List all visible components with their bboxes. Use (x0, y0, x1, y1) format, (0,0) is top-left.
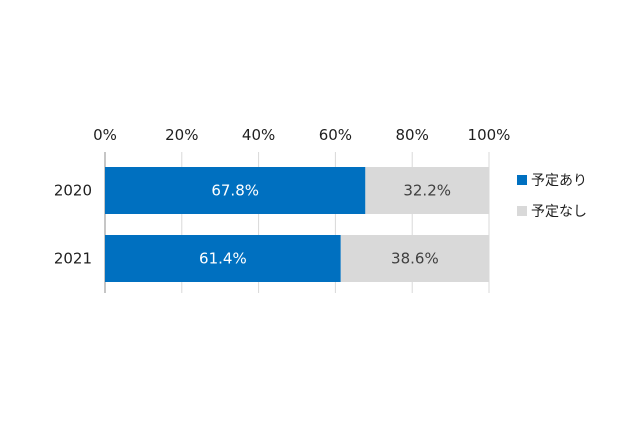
category-labels: 2020 2021 (54, 182, 92, 268)
legend-swatch-1 (517, 206, 527, 216)
data-label-2020-series-0: 67.8% (211, 182, 259, 200)
legend-swatch-0 (517, 175, 527, 185)
bar-2021-series-1 (340, 235, 489, 282)
legend-label-0: 予定あり (531, 173, 587, 189)
category-label-2021: 2021 (54, 250, 92, 268)
legend-label-1: 予定なし (531, 204, 587, 220)
data-label-2021-series-1: 38.6% (391, 250, 439, 268)
data-label-2021-series-0: 61.4% (199, 250, 247, 268)
tick-label-40: 40% (242, 126, 275, 144)
tick-label-80: 80% (396, 126, 429, 144)
tick-label-20: 20% (165, 126, 198, 144)
tick-label-100: 100% (468, 126, 511, 144)
bar-2020-series-0 (105, 167, 366, 214)
bar-2021-series-0 (105, 235, 341, 282)
bar-2020-series-1 (365, 167, 489, 214)
data-label-2020-series-1: 32.2% (403, 182, 451, 200)
axis-tick-labels: 0% 20% 40% 60% 80% 100% (93, 126, 510, 144)
tick-label-60: 60% (319, 126, 352, 144)
tick-label-0: 0% (93, 126, 117, 144)
bar-series: 67.8% 32.2% 61.4% 38.6% (105, 167, 489, 282)
category-label-2020: 2020 (54, 182, 92, 200)
